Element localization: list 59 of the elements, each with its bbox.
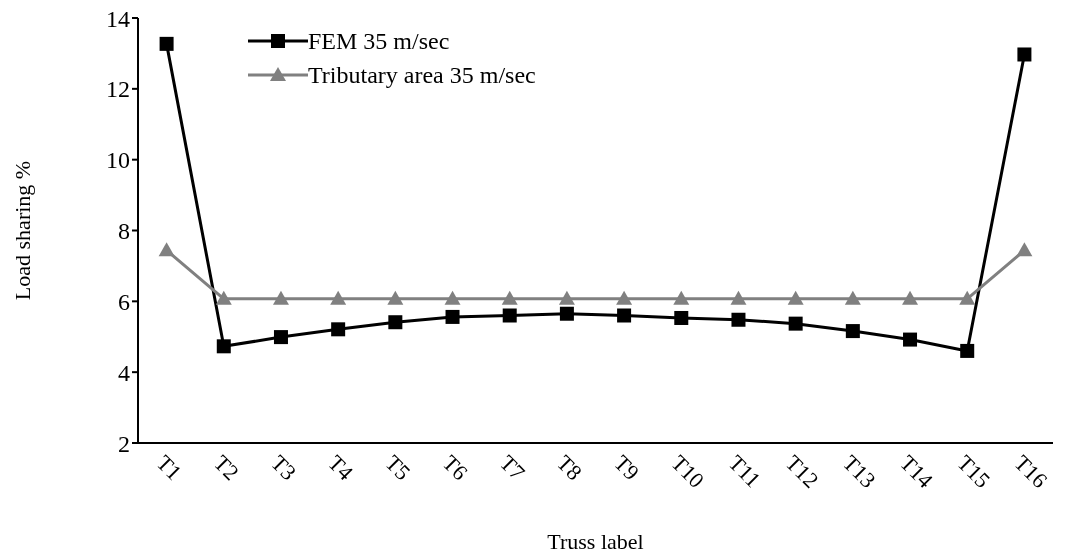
x-tick-label: T16 [1009, 450, 1053, 493]
point [673, 290, 690, 305]
y-tick-label: 10 [106, 147, 130, 174]
point [959, 290, 976, 305]
point [273, 330, 288, 345]
y-tick-label: 12 [106, 76, 130, 103]
point [445, 309, 460, 324]
legend-label: Tributary area 35 m/sec [308, 61, 536, 89]
x-tick-label: T7 [494, 450, 530, 486]
point [330, 290, 347, 305]
legend-label: FEM 35 m/sec [308, 27, 450, 55]
y-axis-title: Load sharing % [9, 160, 35, 301]
point [388, 315, 403, 330]
point [272, 290, 289, 305]
x-tick-label: T10 [666, 450, 710, 493]
point [558, 290, 575, 305]
y-tick-label: 4 [118, 359, 130, 386]
point [1017, 47, 1032, 62]
point [903, 332, 918, 347]
x-tick-label: T5 [380, 450, 416, 486]
point [617, 308, 632, 323]
x-axis-title: Truss label [547, 529, 644, 554]
y-tick-label: 14 [106, 5, 130, 32]
y-tick-label: 6 [118, 288, 130, 315]
x-tick-label: T15 [952, 450, 996, 493]
point [674, 310, 689, 325]
point [787, 290, 804, 305]
x-tick-label: T11 [723, 450, 766, 493]
point [215, 290, 232, 305]
x-tick-label: T4 [323, 450, 359, 486]
x-tick-label: T14 [895, 450, 938, 493]
x-tick-label: T3 [266, 450, 302, 486]
point [158, 242, 175, 257]
point [502, 308, 517, 323]
x-tick-label: T9 [609, 450, 645, 486]
point [331, 322, 346, 337]
x-tick-label: T12 [780, 450, 824, 493]
point [444, 290, 461, 305]
point [387, 290, 404, 305]
point [730, 290, 747, 305]
point [216, 339, 231, 354]
x-tick-label: T8 [552, 450, 588, 486]
point [159, 36, 174, 51]
x-tick-label: T6 [437, 450, 473, 486]
y-tick-label: 8 [118, 218, 130, 245]
point [616, 290, 633, 305]
point [902, 290, 919, 305]
point [731, 312, 746, 327]
point [1016, 242, 1033, 257]
x-tick-label: T13 [838, 450, 881, 493]
x-tick-label: T1 [151, 450, 187, 486]
x-tick-label: T2 [208, 450, 244, 486]
point [845, 324, 860, 339]
point [501, 290, 518, 305]
point [559, 306, 574, 321]
point [844, 290, 861, 305]
y-tick-label: 2 [118, 430, 130, 457]
point [788, 316, 803, 331]
point [960, 343, 975, 358]
